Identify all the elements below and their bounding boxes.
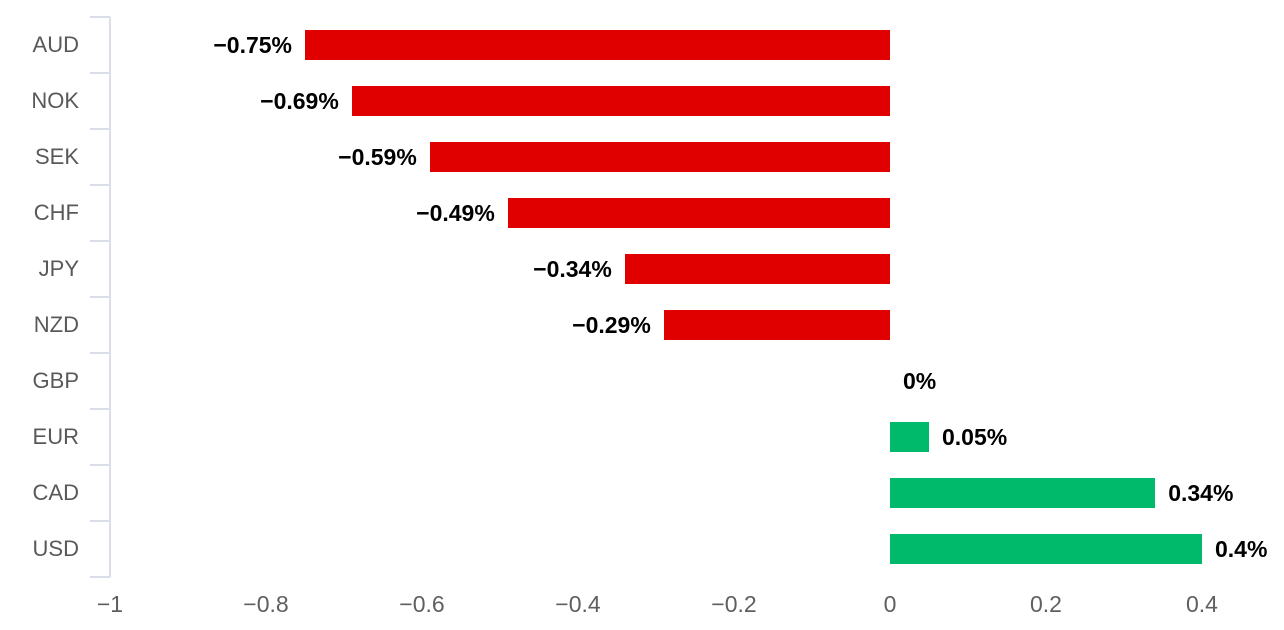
category-label-gbp: GBP: [32, 368, 79, 393]
category-label-aud: AUD: [32, 32, 79, 57]
bar-nzd: [663, 310, 890, 340]
x-tick-label-5: 0: [883, 591, 897, 617]
y-axis-tick: [90, 352, 110, 354]
value-label-aud: −0.75%: [213, 32, 292, 58]
bar-usd: [890, 534, 1202, 564]
bar-eur: [890, 422, 929, 452]
bar-aud: [305, 30, 890, 60]
value-label-nzd: −0.29%: [572, 312, 651, 338]
category-label-nzd: NZD: [33, 312, 79, 337]
value-label-chf: −0.49%: [416, 200, 495, 226]
x-tick-label-0: −1: [96, 591, 124, 617]
category-label-eur: EUR: [32, 424, 79, 449]
x-tick-label-3: −0.4: [555, 591, 601, 617]
x-tick-label-7: 0.4: [1186, 591, 1218, 617]
x-tick-label-6: 0.2: [1030, 591, 1062, 617]
y-axis-tick: [90, 296, 110, 298]
x-tick-label-1: −0.8: [243, 591, 289, 617]
y-axis-tick: [90, 240, 110, 242]
y-axis-tick: [90, 576, 110, 578]
y-axis-line: [109, 17, 111, 577]
value-label-sek: −0.59%: [338, 144, 417, 170]
y-axis-tick: [90, 464, 110, 466]
x-tick-label-4: −0.2: [711, 591, 757, 617]
y-axis-tick: [90, 520, 110, 522]
value-label-eur: 0.05%: [942, 424, 1008, 450]
value-label-nok: −0.69%: [260, 88, 339, 114]
category-label-jpy: JPY: [38, 256, 79, 281]
category-label-usd: USD: [32, 536, 79, 561]
bar-nok: [351, 86, 890, 116]
category-label-cad: CAD: [32, 480, 79, 505]
value-label-gbp: 0%: [903, 368, 937, 394]
bar-jpy: [624, 254, 890, 284]
bar-cad: [890, 478, 1156, 508]
value-label-jpy: −0.34%: [533, 256, 612, 282]
value-label-usd: 0.4%: [1215, 536, 1268, 562]
y-axis-tick: [90, 72, 110, 74]
x-tick-label-2: −0.6: [399, 591, 445, 617]
category-label-chf: CHF: [33, 200, 79, 225]
y-axis-tick: [90, 184, 110, 186]
bar-sek: [429, 142, 890, 172]
category-label-nok: NOK: [31, 88, 79, 113]
y-axis-tick: [90, 128, 110, 130]
y-axis-tick: [90, 408, 110, 410]
value-label-cad: 0.34%: [1168, 480, 1234, 506]
category-label-sek: SEK: [34, 144, 79, 169]
bar-chf: [507, 198, 890, 228]
y-axis-tick: [90, 16, 110, 18]
